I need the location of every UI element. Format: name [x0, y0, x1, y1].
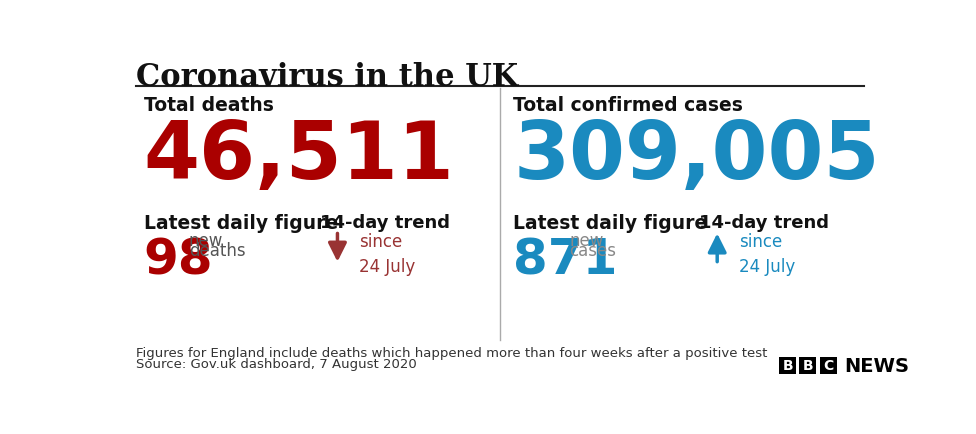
Text: new: new: [188, 231, 224, 249]
Text: Latest daily figure: Latest daily figure: [143, 214, 338, 232]
Text: B: B: [783, 358, 793, 372]
FancyBboxPatch shape: [820, 357, 836, 374]
Text: 871: 871: [513, 236, 618, 283]
Text: deaths: deaths: [188, 242, 245, 260]
Text: Total deaths: Total deaths: [143, 96, 273, 115]
Text: Coronavirus in the UK: Coronavirus in the UK: [136, 62, 518, 93]
Text: since
24 July: since 24 July: [359, 233, 416, 276]
FancyBboxPatch shape: [779, 357, 796, 374]
Text: Total confirmed cases: Total confirmed cases: [513, 96, 744, 115]
Text: C: C: [823, 358, 834, 372]
FancyBboxPatch shape: [799, 357, 816, 374]
Text: NEWS: NEWS: [844, 356, 910, 375]
Text: Figures for England include deaths which happened more than four weeks after a p: Figures for England include deaths which…: [136, 346, 767, 359]
Text: B: B: [802, 358, 813, 372]
Text: since
24 July: since 24 July: [739, 233, 795, 276]
Text: 14-day trend: 14-day trend: [700, 214, 830, 231]
Text: 309,005: 309,005: [513, 117, 880, 195]
Text: 98: 98: [143, 236, 214, 283]
Text: Latest daily figure: Latest daily figure: [513, 214, 708, 232]
Text: Source: Gov.uk dashboard, 7 August 2020: Source: Gov.uk dashboard, 7 August 2020: [136, 357, 417, 370]
Text: 14-day trend: 14-day trend: [319, 214, 450, 231]
Text: 46,511: 46,511: [143, 117, 455, 195]
Text: cases: cases: [569, 242, 616, 260]
Text: new: new: [569, 231, 603, 249]
